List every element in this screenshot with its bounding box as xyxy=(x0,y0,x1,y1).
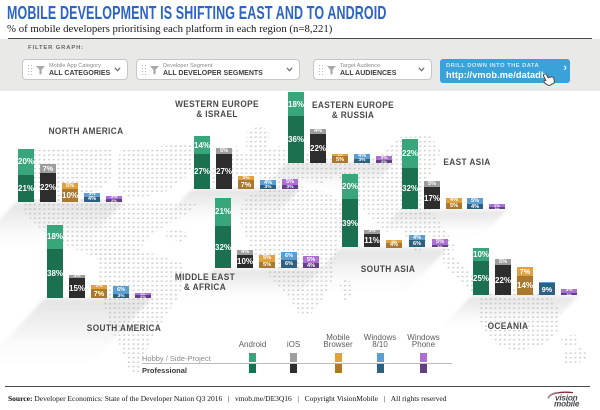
svg-text:mobile: mobile xyxy=(554,400,580,409)
svg-text:vision: vision xyxy=(555,394,578,403)
